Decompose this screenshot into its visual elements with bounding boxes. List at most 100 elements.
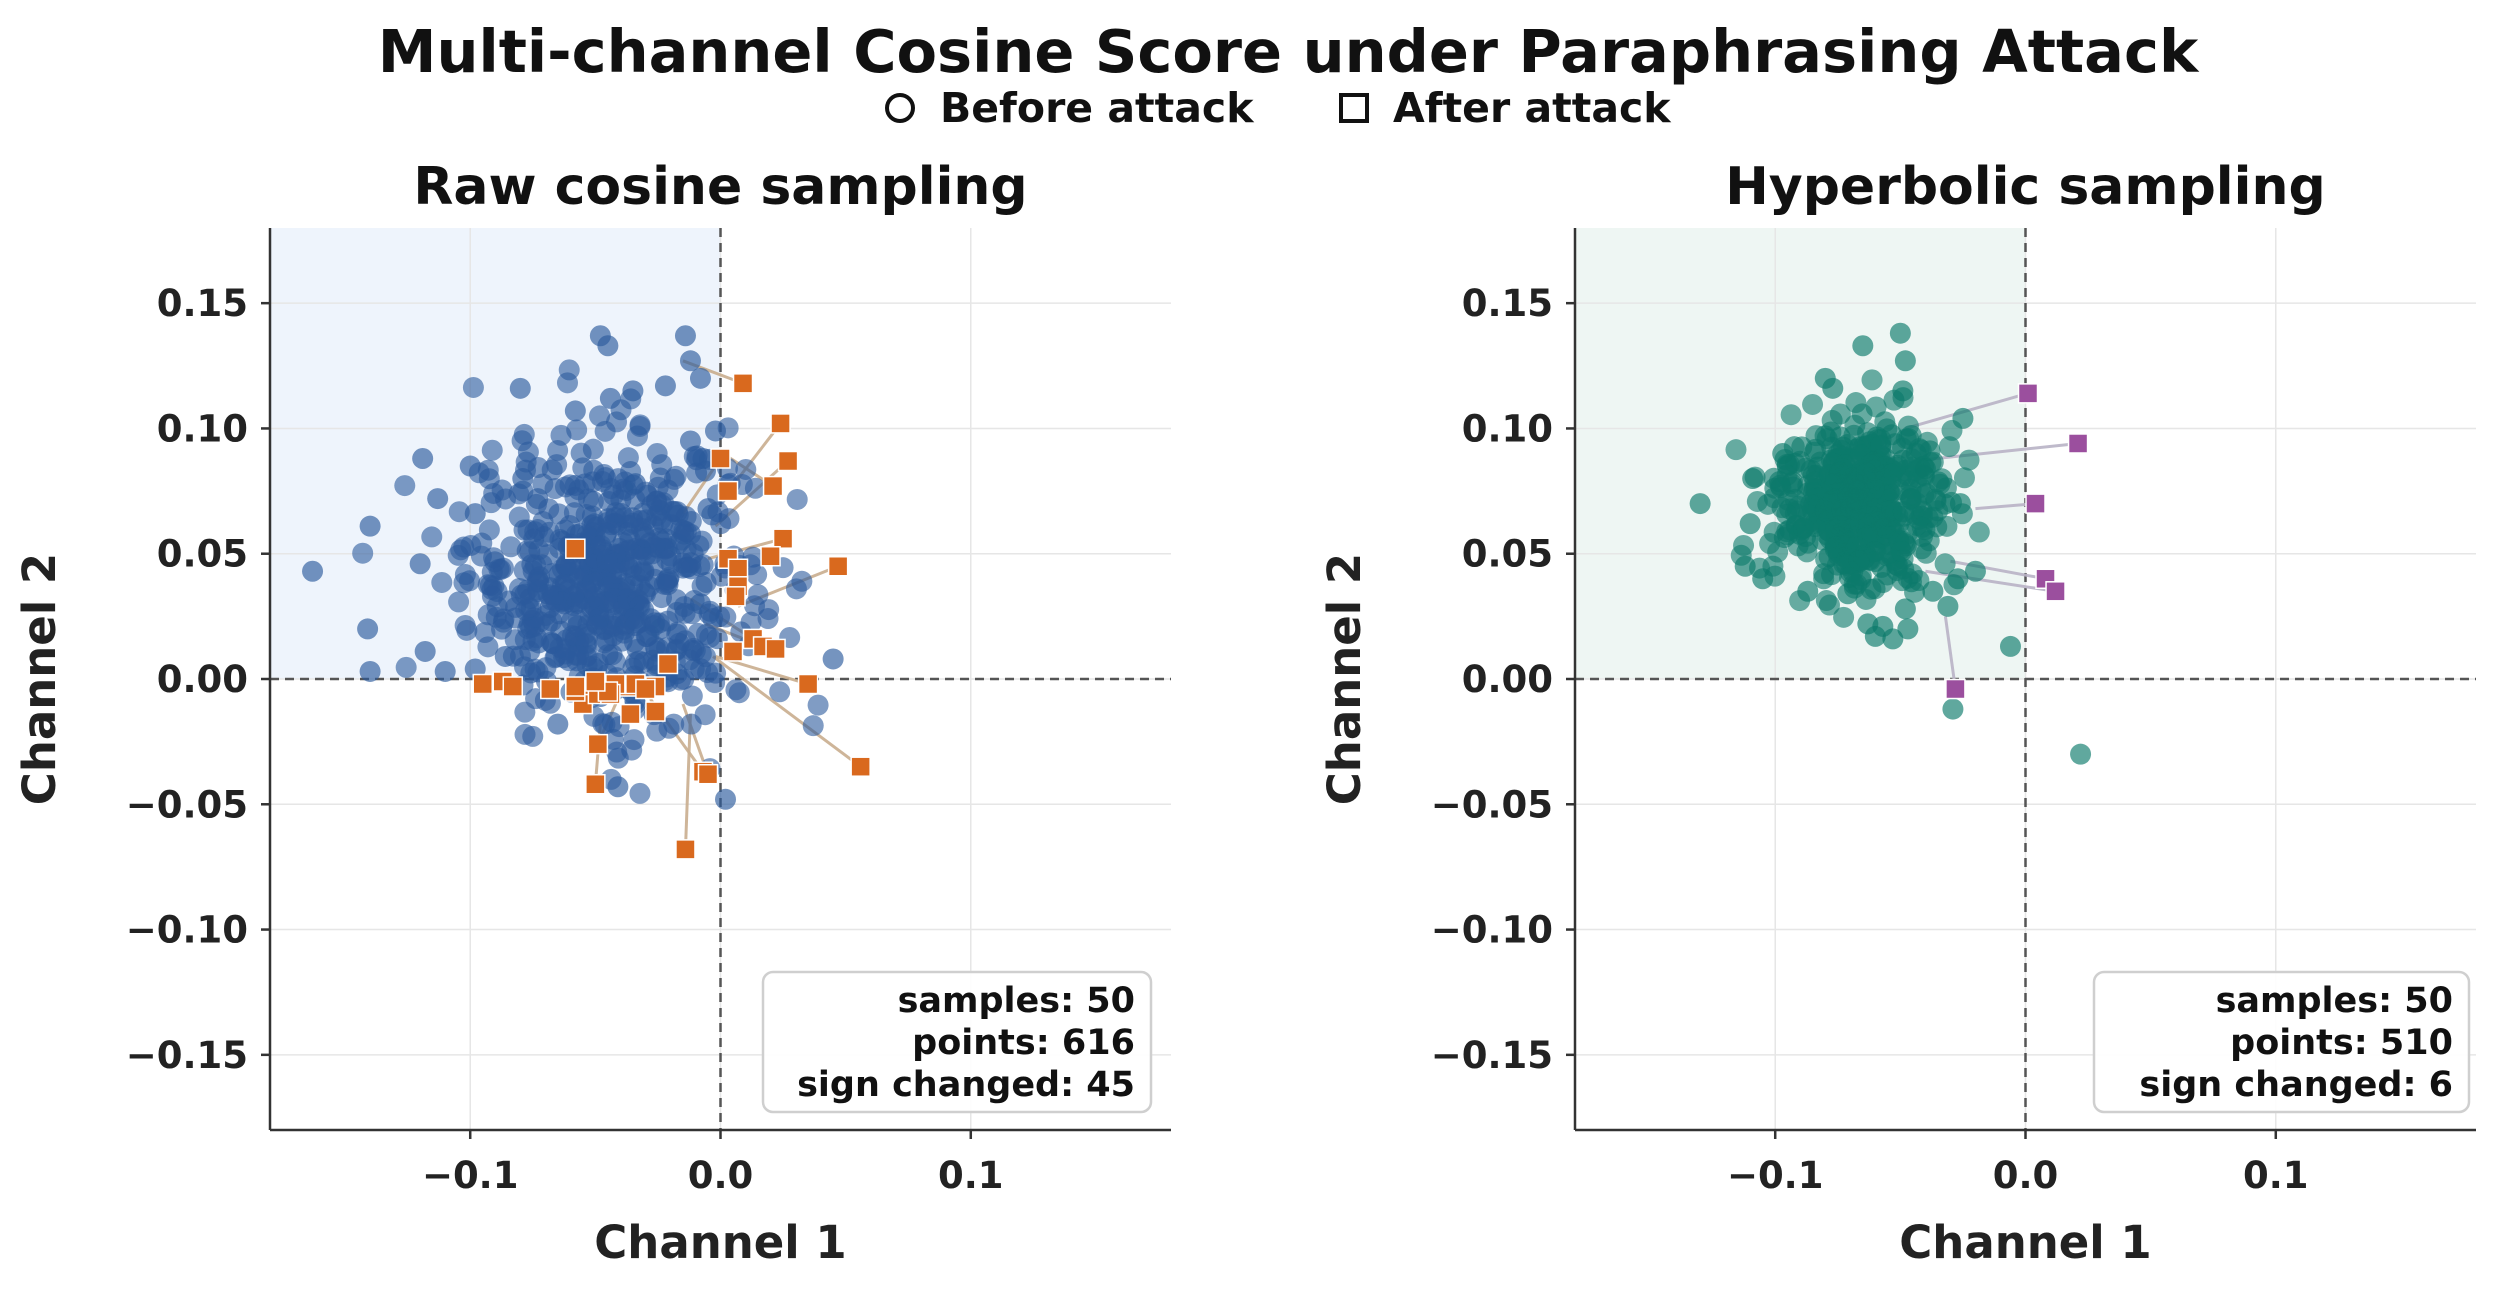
raw-x-tick-label: 0.0: [688, 1154, 754, 1197]
raw-before-point: [512, 468, 534, 490]
raw-after-point: [762, 475, 784, 497]
raw-after-point: [727, 558, 749, 580]
hyperbolic-before-point: [1922, 580, 1944, 602]
hyperbolic-link-line: [1943, 616, 1957, 690]
hyperbolic-before-point: [1852, 335, 1874, 357]
hyperbolic-before-point: [1767, 541, 1789, 563]
raw-before-point: [624, 473, 646, 495]
raw-before-point: [674, 325, 696, 347]
raw-y-tick-label: 0.00: [157, 658, 248, 701]
raw-before-point: [394, 475, 416, 497]
raw-before-point: [822, 648, 844, 670]
raw-points-stat: points: 616: [912, 1023, 1135, 1063]
hyperbolic-y-tick-label: 0.15: [1462, 282, 1553, 325]
hyperbolic-before-point: [1880, 463, 1902, 485]
raw-before-point: [687, 622, 709, 644]
raw-before-point: [470, 545, 492, 567]
raw-before-point: [599, 387, 621, 409]
raw-cosine-panel: −0.1 0.0 0.1 0.15 0.10 0.05 0.00 −0.05 −0.10 −0.1…: [13, 157, 1171, 1269]
raw-before-point: [581, 505, 603, 527]
raw-before-point: [680, 510, 702, 532]
hyperbolic-before-point: [1894, 350, 1916, 372]
raw-before-point: [395, 656, 417, 678]
raw-after-point: [565, 538, 586, 559]
raw-after-point: [472, 673, 493, 695]
raw-before-point: [681, 685, 703, 707]
raw-before-point: [605, 502, 627, 524]
hyperbolic-before-point: [1953, 467, 1975, 489]
hyperbolic-before-point: [1870, 435, 1892, 457]
raw-before-point: [414, 640, 436, 662]
hyperbolic-before-point: [1935, 477, 1957, 499]
hyperbolic-y-tick-label: 0.00: [1462, 658, 1553, 701]
hyperbolic-before-point: [1863, 451, 1885, 473]
raw-before-point: [757, 608, 779, 630]
hyperbolic-before-point: [1958, 449, 1980, 471]
raw-after-point: [585, 671, 606, 692]
hyperbolic-after-point: [2067, 433, 2089, 454]
raw-before-point: [630, 560, 652, 582]
hyperbolic-link-line: [1925, 569, 2056, 593]
raw-before-point: [564, 400, 586, 422]
raw-before-point: [459, 570, 481, 592]
hyperbolic-before-point: [1942, 698, 1964, 720]
raw-before-point: [624, 488, 646, 510]
raw-before-point: [691, 530, 713, 552]
raw-before-point: [747, 584, 769, 606]
raw-before-point: [513, 423, 535, 445]
hyperbolic-before-point: [1938, 436, 1960, 458]
hyperbolic-before-point: [1892, 380, 1914, 402]
hyperbolic-before-point: [1822, 377, 1844, 399]
raw-before-point: [448, 591, 470, 613]
raw-before-point: [477, 636, 499, 658]
hyperbolic-x-axis-label: Channel 1: [1899, 1216, 2151, 1269]
raw-after-point: [725, 586, 746, 607]
raw-before-point: [622, 380, 644, 402]
hyperbolic-before-point: [1780, 404, 1802, 426]
hyperbolic-before-point: [1734, 555, 1756, 577]
raw-before-point: [588, 608, 610, 630]
raw-after-point: [722, 641, 744, 662]
raw-before-point: [450, 539, 472, 561]
hyperbolic-before-point: [1725, 439, 1747, 461]
raw-before-point: [412, 448, 434, 470]
raw-before-point: [593, 463, 615, 485]
raw-before-point: [603, 484, 625, 506]
hyperbolic-before-point: [1845, 489, 1867, 511]
raw-y-tick-label: −0.15: [126, 1034, 248, 1077]
raw-before-point: [493, 608, 515, 630]
hyperbolic-before-point: [1797, 532, 1819, 554]
raw-before-point: [654, 375, 676, 397]
raw-before-point: [477, 459, 499, 481]
hyperbolic-before-point: [1833, 606, 1855, 628]
hyperbolic-before-point: [1890, 540, 1912, 562]
raw-after-point: [777, 450, 799, 472]
raw-before-point: [715, 788, 737, 810]
raw-before-point: [697, 498, 719, 520]
hyperbolic-before-point: [1818, 594, 1840, 616]
hyperbolic-before-point: [1802, 393, 1824, 415]
raw-before-point: [302, 560, 324, 582]
hyperbolic-before-point: [1845, 392, 1867, 414]
raw-after-point: [697, 763, 719, 785]
hyperbolic-panel-title: Hyperbolic sampling: [1725, 157, 2325, 217]
raw-after-point: [585, 773, 606, 795]
raw-before-point: [464, 503, 486, 525]
raw-before-point: [481, 439, 503, 461]
raw-before-point: [519, 640, 541, 662]
raw-before-point: [802, 715, 824, 737]
raw-before-point: [704, 420, 726, 442]
raw-before-point: [357, 618, 379, 640]
raw-before-point: [656, 571, 678, 593]
raw-after-point: [565, 676, 586, 697]
raw-before-point: [807, 694, 829, 716]
raw-before-point: [567, 615, 589, 637]
hyperbolic-before-point: [1889, 322, 1911, 344]
legend-after-label: After attack: [1393, 84, 1672, 132]
raw-before-point: [689, 593, 711, 615]
hyperbolic-points-stat: points: 510: [2230, 1023, 2453, 1063]
raw-link-line: [683, 714, 692, 850]
raw-before-point: [746, 564, 768, 586]
raw-before-point: [560, 554, 582, 576]
